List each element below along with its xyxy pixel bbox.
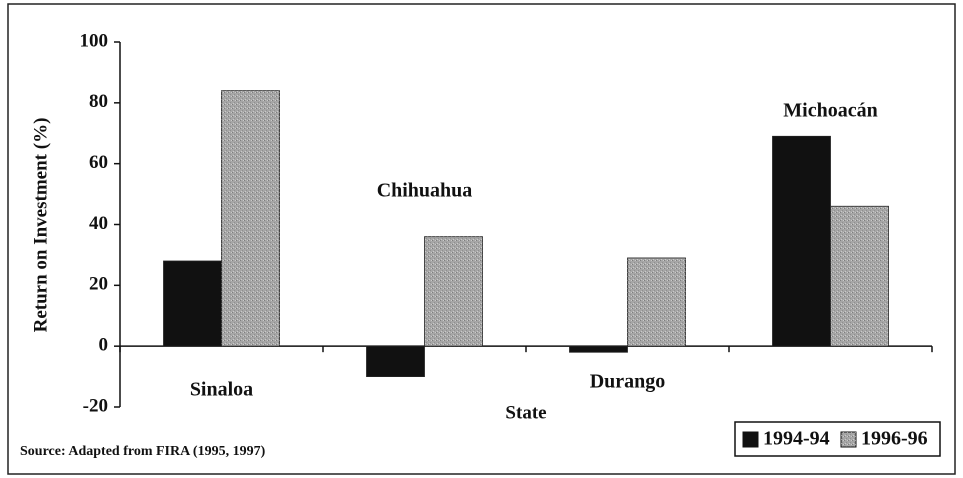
- bar: [569, 345, 628, 353]
- legend-texture: [841, 432, 856, 447]
- bar-texture: [424, 236, 483, 347]
- y-tick-label: -20: [83, 395, 108, 416]
- category-label: Durango: [590, 371, 666, 393]
- bar-texture: [830, 206, 889, 347]
- source-note: Source: Adapted from FIRA (1995, 1997): [20, 444, 266, 459]
- legend-label: 1994-94: [763, 428, 830, 450]
- y-axis-label: Return on Investment (%): [30, 118, 51, 333]
- y-tick-label: 0: [99, 335, 109, 356]
- y-tick-label: 100: [80, 30, 109, 51]
- y-tick-label: 40: [89, 213, 108, 234]
- x-axis-label: State: [505, 402, 546, 423]
- legend-box: [734, 421, 941, 457]
- category-label: Chihuahua: [377, 180, 473, 202]
- bar-texture: [221, 90, 280, 347]
- category-label: Sinaloa: [190, 379, 253, 401]
- y-tick-label: 60: [89, 152, 108, 173]
- y-tick-label: 20: [89, 274, 108, 295]
- bar: [163, 260, 222, 347]
- bar-texture: [627, 257, 686, 347]
- category-label: Michoacán: [783, 100, 877, 122]
- frame: [7, 3, 956, 475]
- bar: [366, 345, 425, 377]
- bar: [772, 135, 831, 347]
- legend-swatch: [742, 431, 759, 448]
- y-tick-label: 80: [89, 91, 108, 112]
- legend-label: 1996-96: [861, 428, 928, 450]
